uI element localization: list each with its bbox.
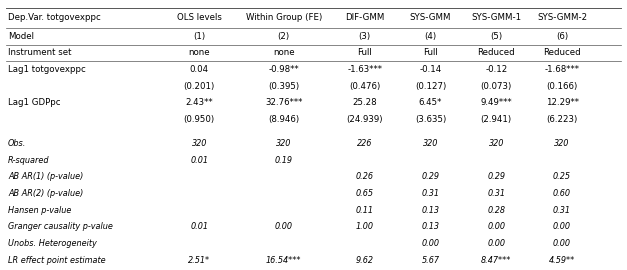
Text: 226: 226 [357,139,372,148]
Text: 0.00: 0.00 [487,239,505,248]
Text: 320: 320 [554,139,570,148]
Text: Lag1 totgovexppc: Lag1 totgovexppc [8,65,86,74]
Text: 0.31: 0.31 [487,189,505,198]
Text: Full: Full [423,48,438,57]
Text: 0.29: 0.29 [421,173,440,181]
Text: (2.941): (2.941) [481,115,512,124]
Text: SYS-GMM-2: SYS-GMM-2 [537,14,587,22]
Text: 0.31: 0.31 [421,189,440,198]
Text: 0.13: 0.13 [421,222,440,231]
Text: Within Group (FE): Within Group (FE) [246,14,322,22]
Text: 0.01: 0.01 [190,222,208,231]
Text: (2): (2) [278,32,290,41]
Text: 9.49***: 9.49*** [480,98,512,107]
Text: (5): (5) [490,32,502,41]
Text: (3): (3) [359,32,371,41]
Text: AB AR(2) (p-value): AB AR(2) (p-value) [8,189,83,198]
Text: (0.476): (0.476) [349,82,381,91]
Text: none: none [273,48,295,57]
Text: (6.223): (6.223) [546,115,577,124]
Text: 0.00: 0.00 [487,222,505,231]
Text: 320: 320 [276,139,292,148]
Text: 0.00: 0.00 [421,239,440,248]
Text: 0.00: 0.00 [275,222,293,231]
Text: Full: Full [357,48,372,57]
Text: (24.939): (24.939) [347,115,383,124]
Text: (0.395): (0.395) [268,82,299,91]
Text: SYS-GMM: SYS-GMM [410,14,451,22]
Text: Granger causality p-value: Granger causality p-value [8,222,113,231]
Text: 0.60: 0.60 [553,189,571,198]
Text: 320: 320 [488,139,504,148]
Text: 0.13: 0.13 [421,206,440,215]
Text: 6.45*: 6.45* [419,98,442,107]
Text: 0.25: 0.25 [553,173,571,181]
Text: none: none [188,48,210,57]
Text: -0.98**: -0.98** [268,65,299,74]
Text: 0.11: 0.11 [356,206,374,215]
Text: Unobs. Heterogeneity: Unobs. Heterogeneity [8,239,97,248]
Text: (0.166): (0.166) [546,82,577,91]
Text: -0.14: -0.14 [419,65,441,74]
Text: (1): (1) [193,32,205,41]
Text: (4): (4) [424,32,436,41]
Text: 0.01: 0.01 [190,156,208,165]
Text: Instrument set: Instrument set [8,48,71,57]
Text: (0.201): (0.201) [184,82,215,91]
Text: 4.59**: 4.59** [549,256,575,265]
Text: R-squared: R-squared [8,156,50,165]
Text: (3.635): (3.635) [415,115,446,124]
Text: Reduced: Reduced [543,48,581,57]
Text: LR effect point estimate: LR effect point estimate [8,256,106,265]
Text: 0.65: 0.65 [356,189,374,198]
Text: 32.76***: 32.76*** [265,98,302,107]
Text: Lag1 GDPpc: Lag1 GDPpc [8,98,61,107]
Text: Model: Model [8,32,34,41]
Text: 8.47***: 8.47*** [481,256,512,265]
Text: -1.68***: -1.68*** [544,65,579,74]
Text: Reduced: Reduced [478,48,515,57]
Text: 0.29: 0.29 [487,173,505,181]
Text: Dep.Var. totgovexppc: Dep.Var. totgovexppc [8,14,101,22]
Text: 16.54***: 16.54*** [266,256,302,265]
Text: (0.073): (0.073) [481,82,512,91]
Text: (0.127): (0.127) [415,82,446,91]
Text: (6): (6) [556,32,568,41]
Text: 0.31: 0.31 [553,206,571,215]
Text: -0.12: -0.12 [485,65,507,74]
Text: AB AR(1) (p-value): AB AR(1) (p-value) [8,173,83,181]
Text: 12.29**: 12.29** [545,98,579,107]
Text: (8.946): (8.946) [268,115,299,124]
Text: 5.67: 5.67 [421,256,440,265]
Text: 9.62: 9.62 [356,256,374,265]
Text: OLS levels: OLS levels [177,14,222,22]
Text: -1.63***: -1.63*** [347,65,382,74]
Text: 0.28: 0.28 [487,206,505,215]
Text: 1.00: 1.00 [356,222,374,231]
Text: 0.00: 0.00 [553,222,571,231]
Text: 2.51*: 2.51* [188,256,210,265]
Text: SYS-GMM-1: SYS-GMM-1 [472,14,522,22]
Text: 0.26: 0.26 [356,173,374,181]
Text: 0.04: 0.04 [189,65,209,74]
Text: 320: 320 [191,139,207,148]
Text: 25.28: 25.28 [352,98,377,107]
Text: 0.00: 0.00 [553,239,571,248]
Text: DIF-GMM: DIF-GMM [345,14,384,22]
Text: Hansen p-value: Hansen p-value [8,206,71,215]
Text: Obs.: Obs. [8,139,26,148]
Text: 2.43**: 2.43** [186,98,213,107]
Text: 320: 320 [423,139,438,148]
Text: (0.950): (0.950) [184,115,215,124]
Text: 0.19: 0.19 [275,156,293,165]
